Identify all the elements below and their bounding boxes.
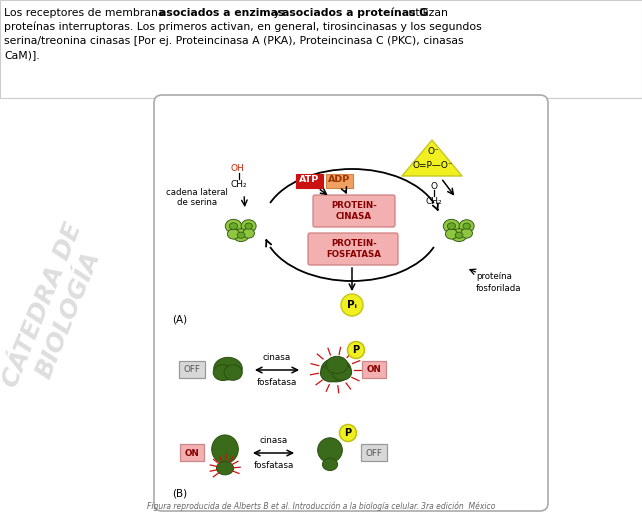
Ellipse shape [225,219,242,233]
Text: ON: ON [367,366,381,374]
FancyBboxPatch shape [313,195,395,227]
FancyBboxPatch shape [325,174,352,188]
Ellipse shape [322,458,338,470]
Ellipse shape [213,364,232,381]
Ellipse shape [321,358,351,382]
FancyBboxPatch shape [295,174,322,188]
Text: O=P—O⁻: O=P—O⁻ [413,160,453,170]
Ellipse shape [224,365,242,381]
FancyBboxPatch shape [362,361,386,378]
Text: P: P [352,345,360,355]
Polygon shape [402,140,462,176]
FancyBboxPatch shape [361,444,387,461]
Text: CH₂: CH₂ [426,197,442,206]
Ellipse shape [461,229,473,238]
Circle shape [340,424,356,442]
Ellipse shape [463,223,471,229]
Text: CÁTEDRA DE
BIOLOGÍA: CÁTEDRA DE BIOLOGÍA [0,219,112,401]
Ellipse shape [243,229,254,238]
Ellipse shape [447,223,456,230]
Text: OH: OH [230,164,244,173]
Ellipse shape [241,220,256,233]
Text: de serina: de serina [177,198,217,207]
Text: cadena lateral: cadena lateral [166,188,228,197]
Text: cinasa: cinasa [263,353,291,362]
Text: (B): (B) [172,488,187,498]
Text: PROTEIN-
FOSFATASA: PROTEIN- FOSFATASA [327,239,381,259]
Text: O⁻: O⁻ [427,147,439,157]
Circle shape [341,294,363,316]
Text: (A): (A) [172,315,187,325]
Ellipse shape [318,438,342,463]
Text: asociados a enzimas: asociados a enzimas [159,8,284,18]
Text: fosfatasa: fosfatasa [254,461,293,470]
Text: Pᵢ: Pᵢ [347,300,357,310]
Ellipse shape [451,229,467,241]
Text: CH₂: CH₂ [230,180,247,189]
Text: ATP: ATP [299,175,319,185]
FancyBboxPatch shape [308,233,398,265]
Text: ON: ON [185,449,200,458]
Text: P: P [345,428,352,438]
Text: OFF: OFF [184,366,200,374]
Text: Figura reproducida de Alberts B et al. Introducción a la biología celular. 3ra e: Figura reproducida de Alberts B et al. I… [147,501,495,511]
Ellipse shape [216,462,234,475]
Text: asociados a proteínas G: asociados a proteínas G [282,8,428,19]
Ellipse shape [212,435,238,463]
Text: PROTEIN-
CINASA: PROTEIN- CINASA [331,201,377,221]
Ellipse shape [227,229,239,239]
Ellipse shape [214,357,242,380]
Text: proteína
fosforilada: proteína fosforilada [476,272,521,293]
Text: OFF: OFF [365,449,383,458]
Text: ADP: ADP [328,175,350,185]
Text: utilizan: utilizan [405,8,448,18]
Text: O: O [431,182,437,191]
Text: cinasa: cinasa [259,436,288,445]
FancyBboxPatch shape [180,444,204,461]
Circle shape [347,342,365,358]
Ellipse shape [233,229,249,241]
Text: proteínas interruptoras. Los primeros activan, en general, tirosincinasas y los : proteínas interruptoras. Los primeros ac… [4,22,482,33]
Ellipse shape [245,223,252,229]
Ellipse shape [326,356,348,374]
Ellipse shape [459,220,474,233]
Ellipse shape [332,364,352,381]
Text: y: y [270,8,283,18]
Ellipse shape [229,223,238,230]
Bar [0,0,642,98]
Text: Los receptores de membrana: Los receptores de membrana [4,8,168,18]
FancyBboxPatch shape [179,361,205,378]
Ellipse shape [443,219,460,233]
Text: CaM)].: CaM)]. [4,50,40,60]
FancyBboxPatch shape [154,95,548,511]
Text: serina/treonina cinasas [Por ej. Proteincinasa A (PKA), Proteincinasa C (PKC), c: serina/treonina cinasas [Por ej. Protein… [4,36,464,46]
Ellipse shape [446,229,458,239]
Ellipse shape [320,364,342,382]
Text: fosfatasa: fosfatasa [257,378,297,387]
Ellipse shape [237,232,245,238]
Ellipse shape [455,232,463,238]
